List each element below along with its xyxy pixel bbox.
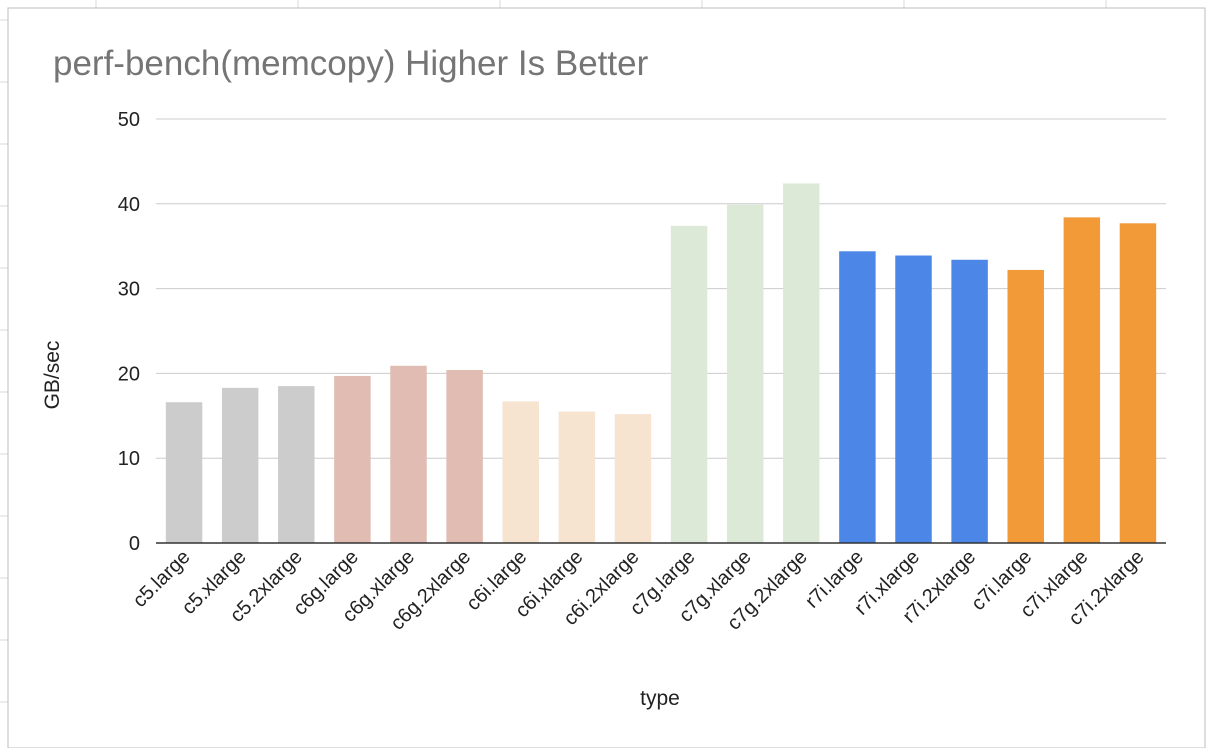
y-tick-label: 40 xyxy=(118,194,140,216)
y-tick-label: 30 xyxy=(118,279,140,301)
bar xyxy=(783,183,820,543)
chart-title: perf-bench(memcopy) Higher Is Better xyxy=(53,44,649,83)
bar xyxy=(1119,223,1157,543)
bar xyxy=(502,401,539,543)
y-tick-label: 0 xyxy=(129,533,140,555)
x-axis-label: type xyxy=(640,687,680,710)
gridlines xyxy=(156,118,1166,459)
bar xyxy=(334,375,371,543)
spreadsheet-background-grid xyxy=(0,0,1107,703)
bars xyxy=(165,183,1157,544)
bar xyxy=(1063,217,1101,544)
y-axis-label: GB/sec xyxy=(41,341,64,410)
bar xyxy=(390,365,427,543)
y-axis-tick-labels: 0 10 20 30 40 50 xyxy=(118,109,140,555)
bar xyxy=(1007,269,1044,543)
y-tick-label: 20 xyxy=(118,363,140,385)
bar xyxy=(839,251,876,543)
bar xyxy=(951,259,988,543)
bar xyxy=(670,225,708,543)
y-tick-label: 10 xyxy=(118,448,140,470)
bar xyxy=(614,414,652,543)
bar xyxy=(895,255,932,543)
y-tick-label: 50 xyxy=(118,109,140,131)
bar xyxy=(446,370,483,543)
bar xyxy=(221,387,259,543)
bar xyxy=(726,204,764,543)
bar xyxy=(278,386,315,543)
chart-frame xyxy=(7,7,1206,749)
bar xyxy=(558,411,596,543)
bar xyxy=(165,402,203,543)
